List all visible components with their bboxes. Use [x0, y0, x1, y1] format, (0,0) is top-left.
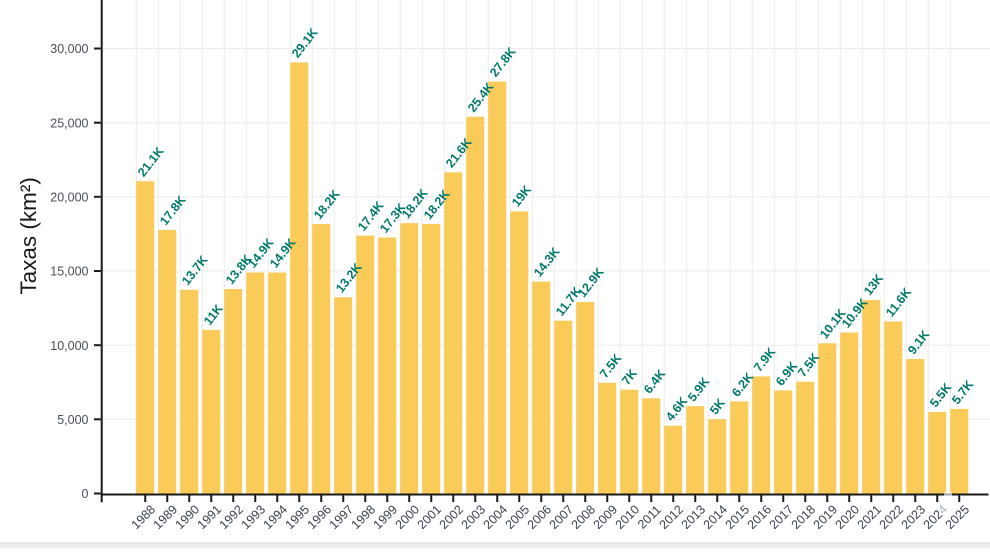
svg-text:15,000: 15,000 [50, 265, 88, 279]
svg-text:25,000: 25,000 [50, 116, 88, 130]
svg-text:30,000: 30,000 [50, 42, 88, 56]
svg-text:10,000: 10,000 [50, 339, 88, 353]
svg-text:Taxas (km²): Taxas (km²) [16, 177, 41, 295]
svg-text:5,000: 5,000 [57, 413, 88, 427]
svg-text:0: 0 [82, 487, 89, 501]
svg-text:20,000: 20,000 [50, 190, 88, 204]
